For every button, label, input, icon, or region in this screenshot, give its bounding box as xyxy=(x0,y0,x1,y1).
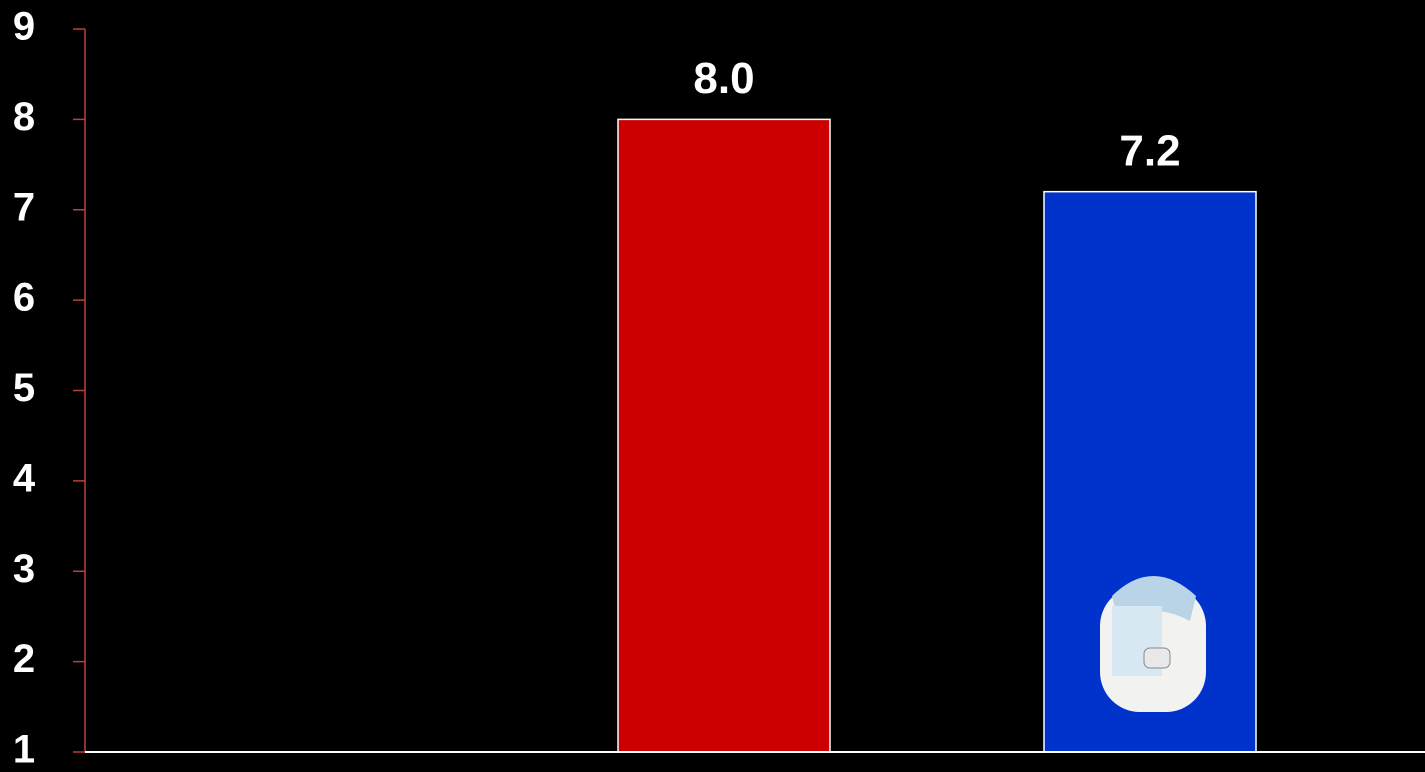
value-label: 8.0 xyxy=(693,54,754,103)
inhaler-image xyxy=(1100,576,1206,712)
y-tick-label: 3 xyxy=(13,547,35,591)
y-tick-label: 1 xyxy=(13,728,35,772)
y-tick-label: 6 xyxy=(13,276,35,320)
y-tick-label: 7 xyxy=(13,185,35,229)
y-tick-label: 9 xyxy=(13,5,35,49)
value-label: 7.2 xyxy=(1119,126,1180,175)
y-tick-label: 4 xyxy=(13,456,36,500)
bar xyxy=(617,118,831,753)
y-tick-label: 8 xyxy=(13,95,35,139)
inhaler-counter xyxy=(1143,647,1171,669)
y-tick-label: 2 xyxy=(13,637,35,681)
y-tick-label: 5 xyxy=(13,366,35,410)
